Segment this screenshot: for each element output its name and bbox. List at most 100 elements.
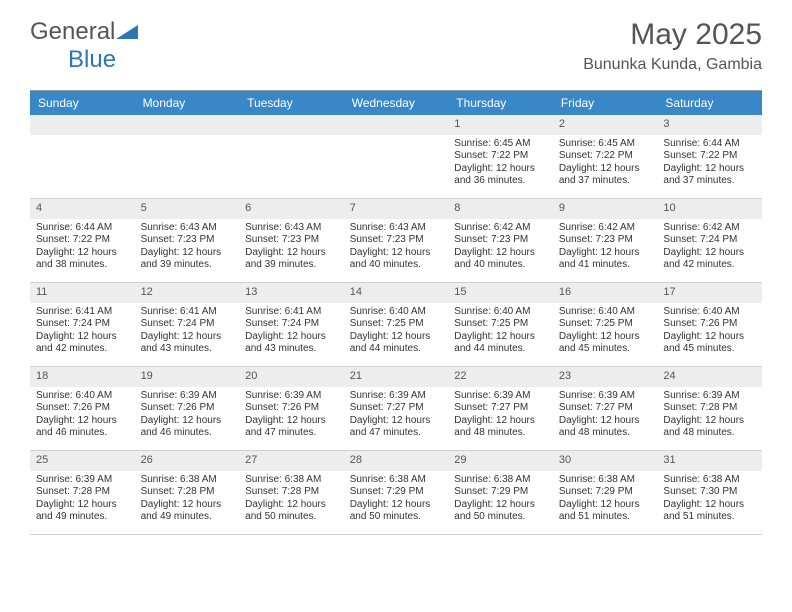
sunrise-text: Sunrise: 6:38 AM bbox=[559, 474, 652, 487]
cell-body: Sunrise: 6:41 AMSunset: 7:24 PMDaylight:… bbox=[135, 303, 240, 362]
sunrise-text: Sunrise: 6:44 AM bbox=[36, 222, 129, 235]
sunrise-text: Sunrise: 6:39 AM bbox=[559, 390, 652, 403]
day-number: 17 bbox=[657, 283, 762, 303]
sunrise-text: Sunrise: 6:40 AM bbox=[350, 306, 443, 319]
day-number: 26 bbox=[135, 451, 240, 471]
calendar-cell bbox=[344, 115, 449, 199]
daylight-text-2: and 39 minutes. bbox=[141, 259, 234, 272]
daylight-text-2: and 49 minutes. bbox=[36, 511, 129, 524]
daylight-text-2: and 41 minutes. bbox=[559, 259, 652, 272]
calendar: SundayMondayTuesdayWednesdayThursdayFrid… bbox=[30, 90, 762, 535]
sunset-text: Sunset: 7:25 PM bbox=[454, 318, 547, 331]
sunrise-text: Sunrise: 6:40 AM bbox=[454, 306, 547, 319]
dayname: Thursday bbox=[448, 91, 553, 115]
day-number: 22 bbox=[448, 367, 553, 387]
logo-word1: General bbox=[30, 18, 115, 45]
sunset-text: Sunset: 7:22 PM bbox=[663, 150, 756, 163]
dayname: Saturday bbox=[657, 91, 762, 115]
daylight-text-2: and 46 minutes. bbox=[36, 427, 129, 440]
sunset-text: Sunset: 7:23 PM bbox=[559, 234, 652, 247]
daylight-text-2: and 51 minutes. bbox=[663, 511, 756, 524]
weeks-container: 1Sunrise: 6:45 AMSunset: 7:22 PMDaylight… bbox=[30, 115, 762, 535]
sunset-text: Sunset: 7:27 PM bbox=[559, 402, 652, 415]
daylight-text-1: Daylight: 12 hours bbox=[663, 247, 756, 260]
day-number: 21 bbox=[344, 367, 449, 387]
calendar-cell: 30Sunrise: 6:38 AMSunset: 7:29 PMDayligh… bbox=[553, 451, 658, 535]
sunset-text: Sunset: 7:26 PM bbox=[36, 402, 129, 415]
cell-body: Sunrise: 6:38 AMSunset: 7:29 PMDaylight:… bbox=[448, 471, 553, 530]
daylight-text-1: Daylight: 12 hours bbox=[454, 499, 547, 512]
dayname-row: SundayMondayTuesdayWednesdayThursdayFrid… bbox=[30, 91, 762, 115]
sunset-text: Sunset: 7:24 PM bbox=[245, 318, 338, 331]
daylight-text-2: and 44 minutes. bbox=[350, 343, 443, 356]
sunrise-text: Sunrise: 6:38 AM bbox=[454, 474, 547, 487]
week-row: 11Sunrise: 6:41 AMSunset: 7:24 PMDayligh… bbox=[30, 283, 762, 367]
day-number: 29 bbox=[448, 451, 553, 471]
logo-triangle-icon bbox=[116, 18, 138, 46]
daylight-text-1: Daylight: 12 hours bbox=[141, 499, 234, 512]
sunset-text: Sunset: 7:29 PM bbox=[559, 486, 652, 499]
sunrise-text: Sunrise: 6:38 AM bbox=[245, 474, 338, 487]
daylight-text-1: Daylight: 12 hours bbox=[245, 331, 338, 344]
sunrise-text: Sunrise: 6:40 AM bbox=[559, 306, 652, 319]
day-number: 18 bbox=[30, 367, 135, 387]
calendar-cell: 1Sunrise: 6:45 AMSunset: 7:22 PMDaylight… bbox=[448, 115, 553, 199]
calendar-cell: 15Sunrise: 6:40 AMSunset: 7:25 PMDayligh… bbox=[448, 283, 553, 367]
daylight-text-1: Daylight: 12 hours bbox=[663, 415, 756, 428]
day-number bbox=[135, 115, 240, 135]
daylight-text-1: Daylight: 12 hours bbox=[36, 415, 129, 428]
day-number: 8 bbox=[448, 199, 553, 219]
cell-body: Sunrise: 6:39 AMSunset: 7:27 PMDaylight:… bbox=[344, 387, 449, 446]
sunrise-text: Sunrise: 6:39 AM bbox=[663, 390, 756, 403]
sunrise-text: Sunrise: 6:41 AM bbox=[36, 306, 129, 319]
day-number: 28 bbox=[344, 451, 449, 471]
cell-body: Sunrise: 6:38 AMSunset: 7:28 PMDaylight:… bbox=[239, 471, 344, 530]
daylight-text-1: Daylight: 12 hours bbox=[559, 499, 652, 512]
daylight-text-1: Daylight: 12 hours bbox=[141, 331, 234, 344]
daylight-text-1: Daylight: 12 hours bbox=[350, 331, 443, 344]
daylight-text-1: Daylight: 12 hours bbox=[559, 163, 652, 176]
day-number: 24 bbox=[657, 367, 762, 387]
calendar-cell: 5Sunrise: 6:43 AMSunset: 7:23 PMDaylight… bbox=[135, 199, 240, 283]
sunset-text: Sunset: 7:24 PM bbox=[36, 318, 129, 331]
daylight-text-2: and 50 minutes. bbox=[350, 511, 443, 524]
cell-body: Sunrise: 6:40 AMSunset: 7:25 PMDaylight:… bbox=[448, 303, 553, 362]
calendar-cell: 26Sunrise: 6:38 AMSunset: 7:28 PMDayligh… bbox=[135, 451, 240, 535]
cell-body: Sunrise: 6:41 AMSunset: 7:24 PMDaylight:… bbox=[30, 303, 135, 362]
sunset-text: Sunset: 7:29 PM bbox=[350, 486, 443, 499]
calendar-cell bbox=[239, 115, 344, 199]
sunset-text: Sunset: 7:23 PM bbox=[141, 234, 234, 247]
calendar-cell: 25Sunrise: 6:39 AMSunset: 7:28 PMDayligh… bbox=[30, 451, 135, 535]
daylight-text-2: and 48 minutes. bbox=[454, 427, 547, 440]
daylight-text-2: and 48 minutes. bbox=[663, 427, 756, 440]
daylight-text-1: Daylight: 12 hours bbox=[36, 247, 129, 260]
day-number: 25 bbox=[30, 451, 135, 471]
sunset-text: Sunset: 7:24 PM bbox=[663, 234, 756, 247]
cell-body: Sunrise: 6:39 AMSunset: 7:27 PMDaylight:… bbox=[553, 387, 658, 446]
sunset-text: Sunset: 7:25 PM bbox=[559, 318, 652, 331]
day-number: 3 bbox=[657, 115, 762, 135]
sunset-text: Sunset: 7:28 PM bbox=[36, 486, 129, 499]
calendar-cell: 31Sunrise: 6:38 AMSunset: 7:30 PMDayligh… bbox=[657, 451, 762, 535]
day-number: 31 bbox=[657, 451, 762, 471]
daylight-text-1: Daylight: 12 hours bbox=[559, 331, 652, 344]
day-number: 6 bbox=[239, 199, 344, 219]
sunrise-text: Sunrise: 6:45 AM bbox=[559, 138, 652, 151]
daylight-text-1: Daylight: 12 hours bbox=[245, 415, 338, 428]
day-number: 15 bbox=[448, 283, 553, 303]
cell-body: Sunrise: 6:39 AMSunset: 7:26 PMDaylight:… bbox=[135, 387, 240, 446]
cell-body: Sunrise: 6:41 AMSunset: 7:24 PMDaylight:… bbox=[239, 303, 344, 362]
calendar-cell: 10Sunrise: 6:42 AMSunset: 7:24 PMDayligh… bbox=[657, 199, 762, 283]
calendar-cell: 14Sunrise: 6:40 AMSunset: 7:25 PMDayligh… bbox=[344, 283, 449, 367]
day-number: 16 bbox=[553, 283, 658, 303]
calendar-cell: 13Sunrise: 6:41 AMSunset: 7:24 PMDayligh… bbox=[239, 283, 344, 367]
calendar-cell: 4Sunrise: 6:44 AMSunset: 7:22 PMDaylight… bbox=[30, 199, 135, 283]
cell-body: Sunrise: 6:42 AMSunset: 7:24 PMDaylight:… bbox=[657, 219, 762, 278]
sunset-text: Sunset: 7:27 PM bbox=[454, 402, 547, 415]
logo-text: General Blue bbox=[30, 18, 138, 74]
calendar-cell: 17Sunrise: 6:40 AMSunset: 7:26 PMDayligh… bbox=[657, 283, 762, 367]
calendar-cell: 11Sunrise: 6:41 AMSunset: 7:24 PMDayligh… bbox=[30, 283, 135, 367]
cell-body: Sunrise: 6:38 AMSunset: 7:28 PMDaylight:… bbox=[135, 471, 240, 530]
daylight-text-2: and 39 minutes. bbox=[245, 259, 338, 272]
daylight-text-2: and 43 minutes. bbox=[141, 343, 234, 356]
